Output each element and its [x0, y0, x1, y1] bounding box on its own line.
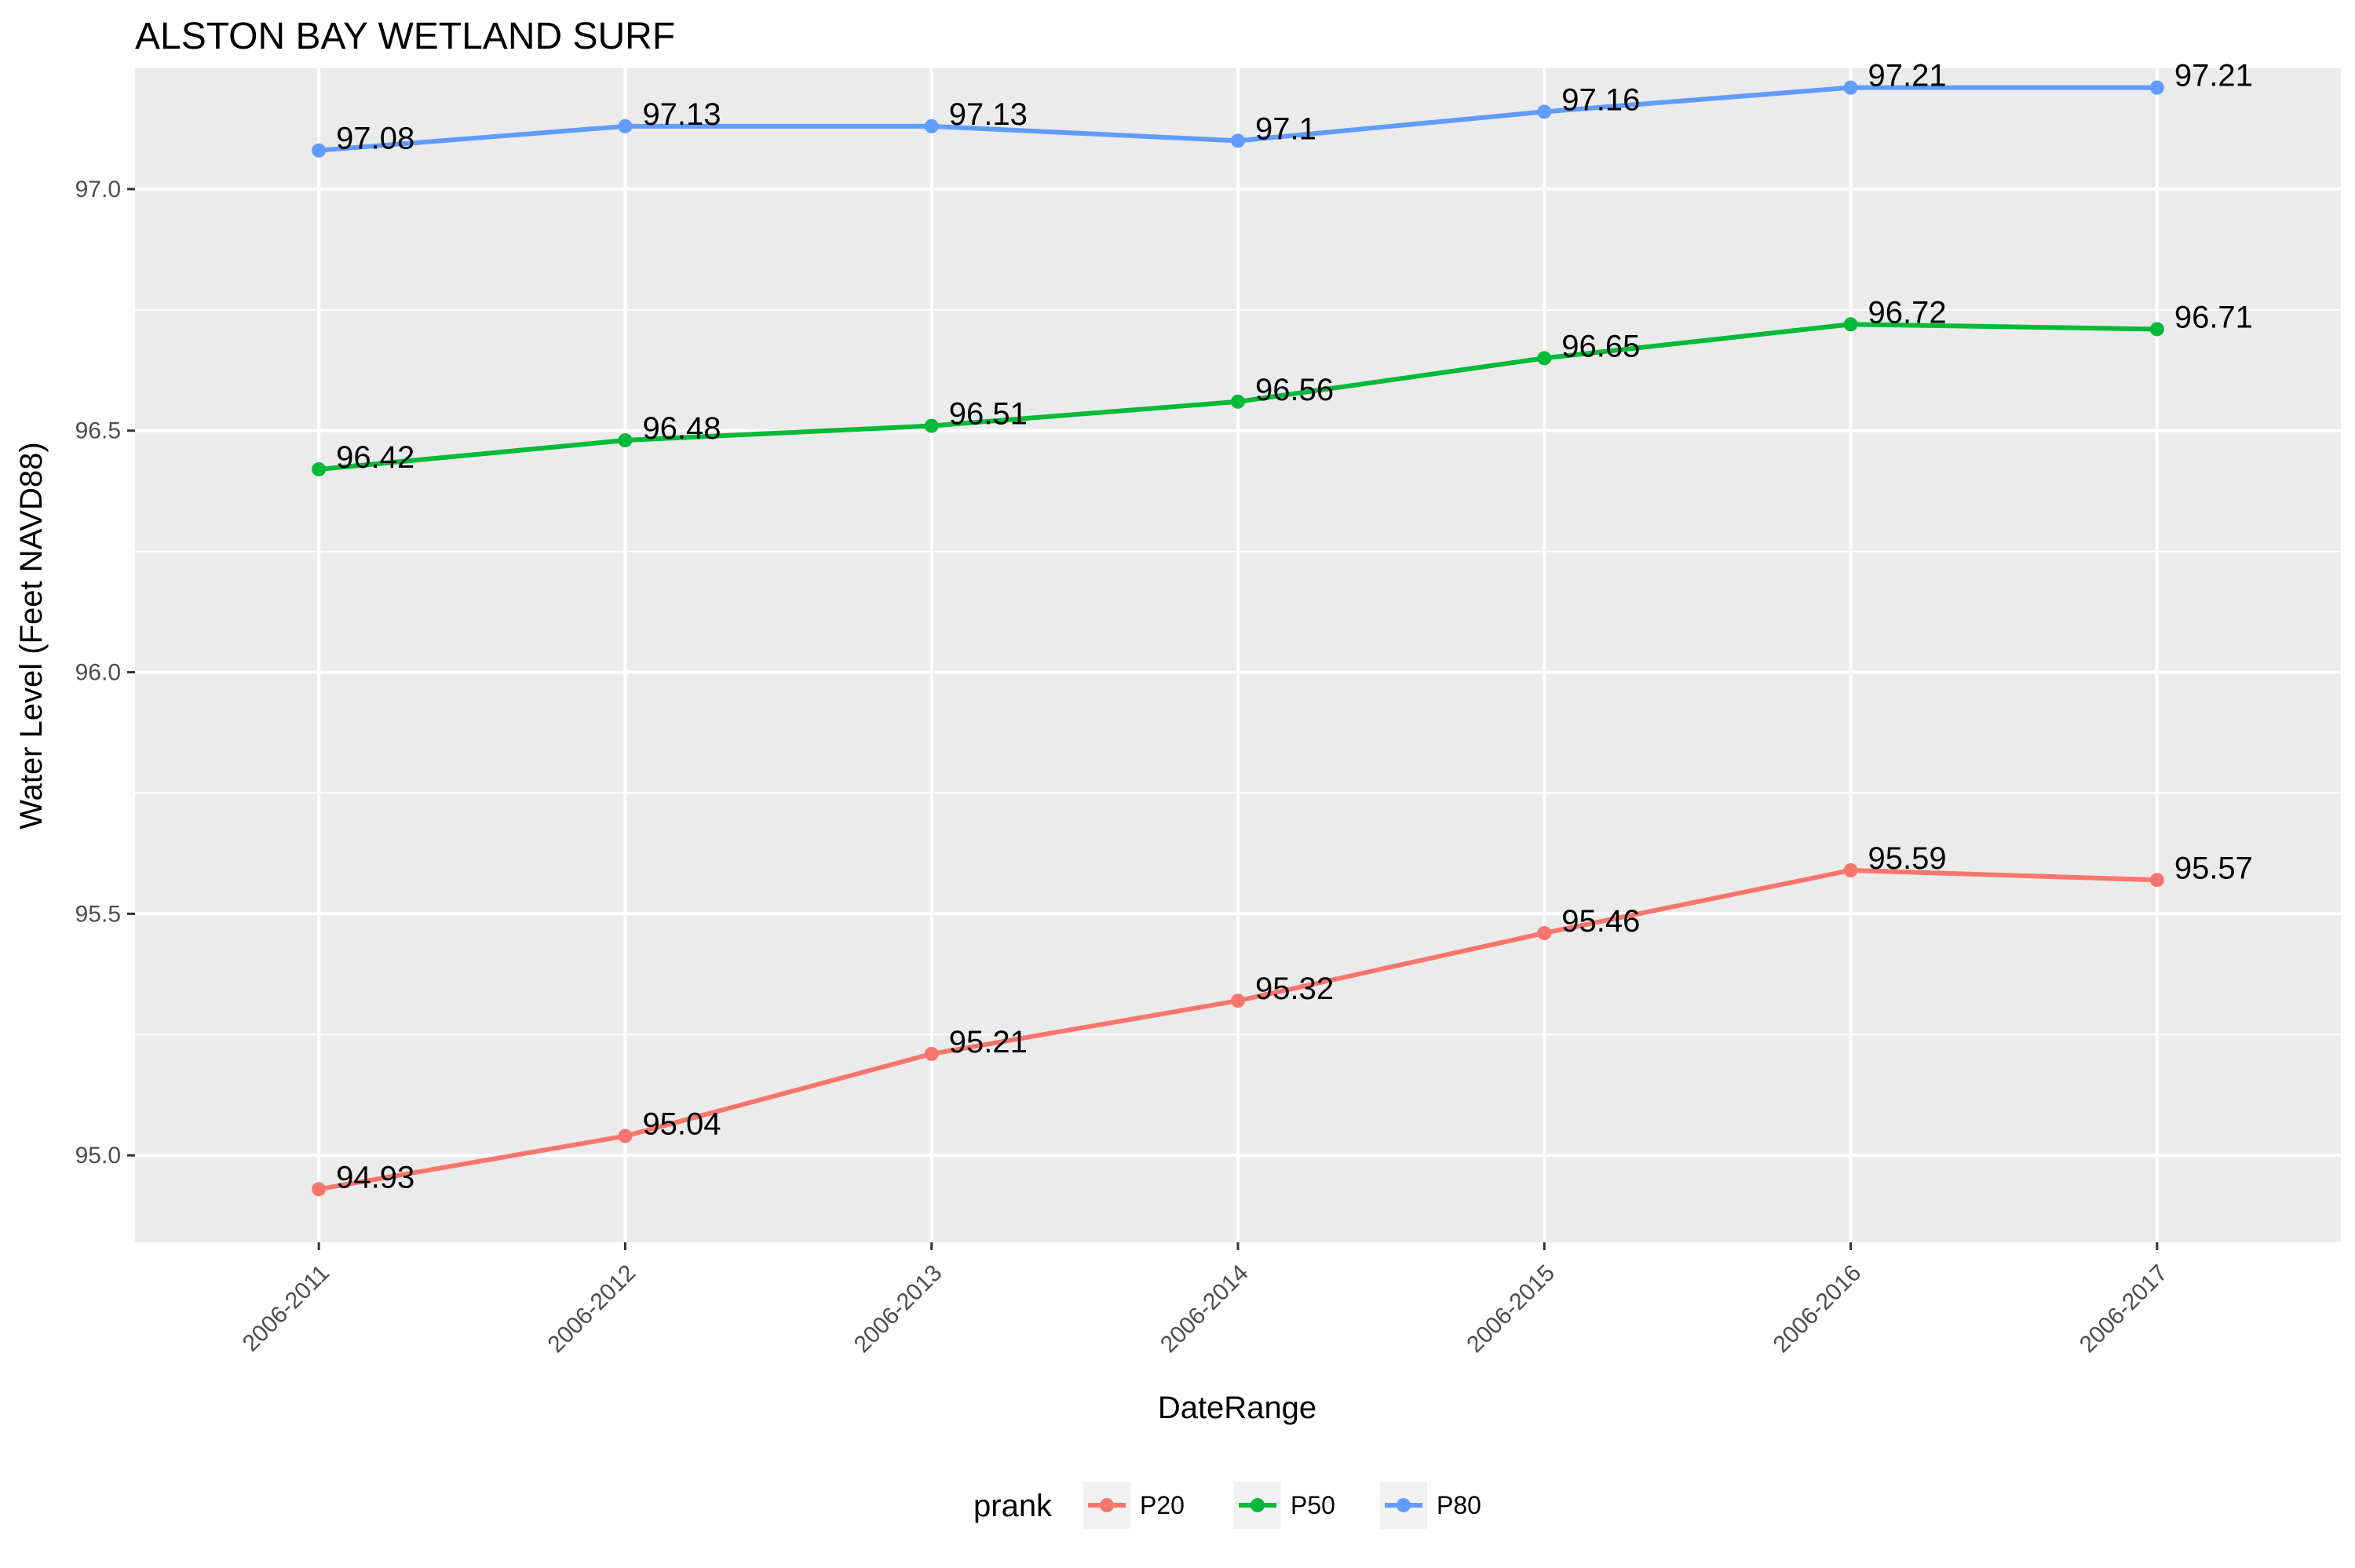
data-label-p20: 95.57 [2174, 851, 2253, 885]
data-point-p50 [2149, 322, 2164, 337]
data-point-p80 [924, 119, 939, 133]
data-label-p20: 95.59 [1868, 841, 1947, 876]
data-label-p80: 97.16 [1561, 82, 1640, 117]
y-axis-title: Water Level (Feet NAVD88) [14, 442, 49, 830]
legend: prank P20 P50 P80 [973, 1482, 1481, 1529]
data-label-p20: 95.04 [642, 1107, 721, 1142]
data-point-p20 [312, 1182, 327, 1197]
data-point-p80 [1843, 80, 1858, 95]
data-label-p50: 96.56 [1255, 373, 1334, 407]
legend-key-point [1397, 1498, 1411, 1512]
data-point-p20 [618, 1129, 633, 1143]
data-point-p50 [1537, 351, 1552, 366]
data-label-p50: 96.72 [1868, 295, 1947, 330]
data-point-p20 [2149, 873, 2164, 888]
data-point-p20 [924, 1046, 939, 1061]
data-label-p50: 96.65 [1561, 329, 1640, 363]
chart-title: ALSTON BAY WETLAND SURF [135, 16, 675, 57]
data-point-p20 [1537, 925, 1552, 940]
y-tick-label: 96.5 [75, 418, 121, 444]
data-labels: 94.93 95.04 95.21 95.32 95.46 95.59 95.57 96.42… [336, 59, 2253, 1195]
y-tick-label: 96.0 [75, 660, 121, 686]
data-label-p20: 95.46 [1561, 904, 1640, 939]
y-tick-label: 95.0 [75, 1143, 121, 1169]
data-label-p50: 96.48 [642, 411, 721, 446]
series-layer [312, 80, 2164, 1197]
legend-label-p80: P80 [1437, 1491, 1481, 1519]
legend-key-point [1100, 1498, 1114, 1512]
data-point-p20 [1231, 994, 1245, 1008]
data-point-p80 [2149, 80, 2164, 95]
data-point-p50 [1843, 317, 1858, 332]
data-point-p50 [618, 433, 633, 448]
y-axis: 95.0 95.5 96.0 96.5 97.0 [75, 177, 135, 1169]
data-label-p80: 97.21 [1868, 59, 1947, 93]
data-point-p80 [1537, 104, 1552, 119]
data-label-p80: 97.13 [642, 97, 721, 132]
data-label-p50: 96.42 [336, 440, 414, 475]
legend-title: prank [973, 1489, 1053, 1523]
legend-key-point [1251, 1498, 1265, 1512]
legend-label-p20: P20 [1140, 1491, 1185, 1519]
y-tick-label: 95.5 [75, 901, 121, 927]
data-label-p20: 95.32 [1255, 972, 1334, 1006]
data-point-p20 [1843, 862, 1858, 877]
data-label-p50: 96.51 [949, 397, 1028, 432]
x-axis-title: DateRange [1158, 1391, 1316, 1425]
data-label-p80: 97.13 [949, 97, 1028, 132]
y-tick-label: 97.0 [75, 177, 121, 202]
data-point-p80 [1231, 133, 1245, 148]
data-label-p80: 97.1 [1255, 111, 1316, 146]
data-point-p80 [618, 119, 633, 133]
data-label-p80: 97.21 [2174, 59, 2253, 93]
data-point-p50 [1231, 394, 1245, 409]
data-label-p50: 96.71 [2174, 300, 2253, 334]
data-point-p80 [312, 143, 327, 158]
data-point-p50 [312, 461, 327, 476]
data-point-p50 [924, 418, 939, 433]
data-label-p80: 97.08 [336, 122, 414, 156]
data-label-p20: 95.21 [949, 1025, 1028, 1059]
legend-label-p50: P50 [1291, 1491, 1335, 1519]
data-label-p20: 94.93 [336, 1160, 414, 1194]
